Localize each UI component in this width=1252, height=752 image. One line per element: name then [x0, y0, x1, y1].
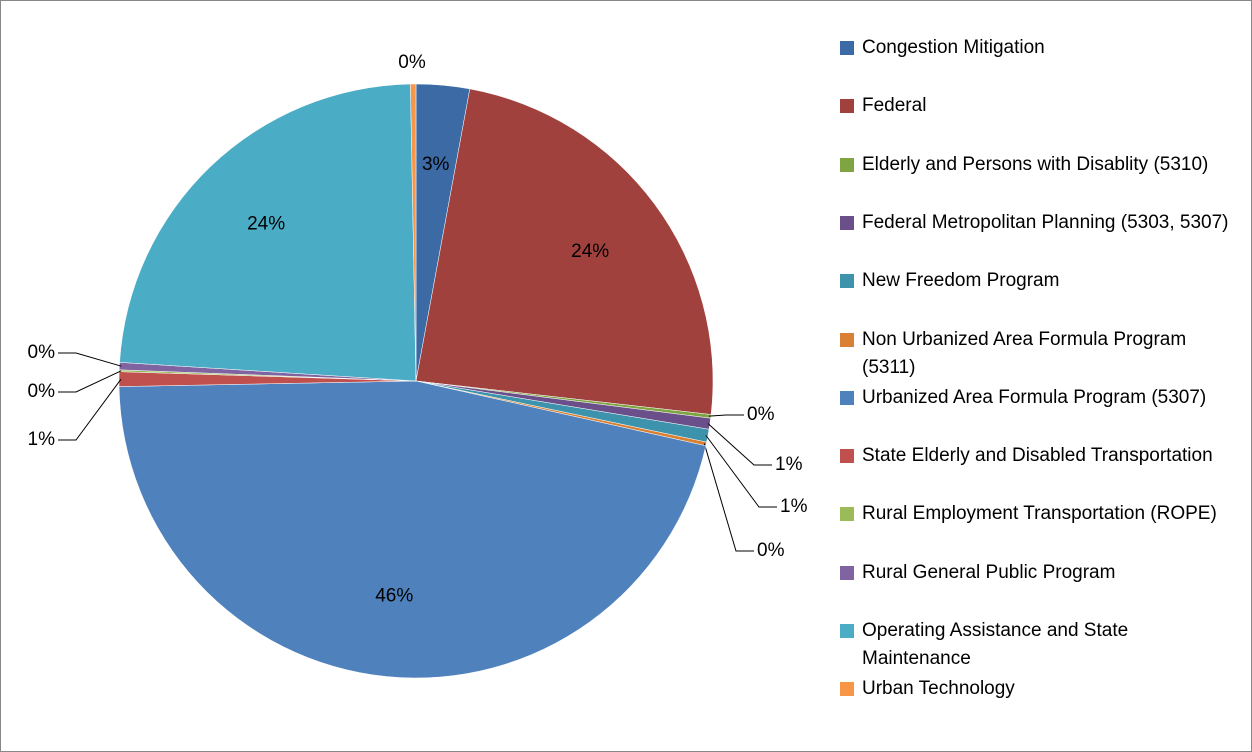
legend-item: Federal	[840, 92, 1235, 120]
legend-swatch	[840, 274, 854, 289]
legend-item: Operating Assistance and State Maintenan…	[840, 617, 1235, 673]
legend-label: Rural General Public Program	[862, 561, 1116, 583]
legend-swatch	[840, 157, 854, 172]
data-label: 24%	[247, 213, 285, 234]
leader-line	[708, 414, 744, 417]
legend-swatch	[840, 215, 854, 230]
legend-swatch	[840, 682, 854, 697]
legend-swatch	[840, 390, 854, 405]
legend-swatch	[840, 507, 854, 522]
legend-label: Congestion Mitigation	[862, 37, 1045, 58]
data-label: 0%	[747, 404, 775, 425]
data-label: 46%	[375, 586, 413, 607]
legend-item: Non Urbanized Area Formula Program (5311…	[840, 326, 1235, 382]
pie-slice	[410, 83, 417, 382]
legend-item: Rural Employment Transportation (ROPE)	[840, 500, 1235, 528]
leader-line	[705, 435, 777, 508]
data-label: 0%	[28, 381, 56, 402]
legend-swatch	[840, 99, 854, 114]
leader-line	[58, 370, 122, 393]
pie-slice	[119, 83, 417, 382]
legend-label: Non Urbanized Area Formula Program (5311…	[862, 328, 1187, 378]
data-label: 1%	[780, 496, 808, 517]
leader-line	[58, 352, 122, 367]
legend-item: Elderly and Persons with Disablity (5310…	[840, 151, 1235, 179]
legend-item: Rural General Public Program	[840, 559, 1235, 587]
legend-label: Operating Assistance and State Maintenan…	[862, 620, 1129, 669]
pie-slice	[118, 380, 707, 679]
legend-label: Urban Technology	[862, 678, 1015, 700]
legend-label: Federal Metropolitan Planning (5303, 530…	[862, 211, 1229, 233]
data-label: 1%	[28, 429, 56, 450]
legend-label: Urbanized Area Formula Program (5307)	[862, 386, 1207, 408]
legend-swatch	[840, 624, 854, 638]
data-label: 0%	[28, 342, 56, 363]
legend-item: State Elderly and Disabled Transportatio…	[840, 442, 1235, 470]
legend-label: Rural Employment Transportation (ROPE)	[862, 503, 1217, 525]
leader-line	[58, 378, 122, 441]
legend-swatch	[840, 41, 854, 55]
legend-item: Urbanized Area Formula Program (5307)	[840, 384, 1235, 412]
data-label: 0%	[757, 540, 785, 561]
legend-swatch	[840, 332, 854, 347]
data-label: 1%	[775, 454, 803, 475]
data-label: 24%	[571, 241, 609, 262]
legend-label: New Freedom Program	[862, 270, 1060, 292]
leader-line	[707, 423, 772, 466]
pie-slice	[415, 88, 714, 415]
legend-item: Urban Technology	[840, 675, 1235, 703]
legend-swatch	[840, 565, 854, 580]
legend-item: Congestion Mitigation	[840, 34, 1235, 62]
leader-line	[703, 443, 754, 552]
data-label: 3%	[422, 154, 450, 175]
legend-item: New Freedom Program	[840, 267, 1235, 295]
legend-label: Elderly and Persons with Disablity (5310…	[862, 153, 1209, 175]
legend-label: State Elderly and Disabled Transportatio…	[862, 445, 1213, 467]
legend-label: Federal	[862, 95, 927, 117]
legend-item: Federal Metropolitan Planning (5303, 530…	[840, 209, 1235, 237]
legend-swatch	[840, 449, 854, 464]
data-label: 0%	[398, 52, 426, 73]
